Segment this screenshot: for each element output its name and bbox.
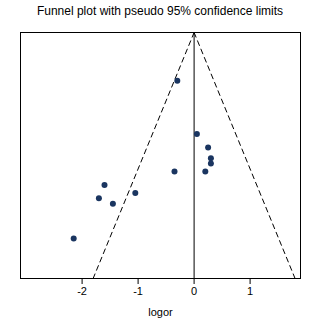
svg-text:1: 1 [247, 285, 253, 297]
svg-text:-1: -1 [133, 285, 143, 297]
svg-text:0: 0 [191, 285, 197, 297]
html-text:Funnel plot with pseudo 95% co: Funnel plot with pseudo 95% confidence l… [36, 4, 284, 18]
svg-text:-2: -2 [77, 285, 87, 297]
svg-text:logor: logor [148, 306, 173, 318]
